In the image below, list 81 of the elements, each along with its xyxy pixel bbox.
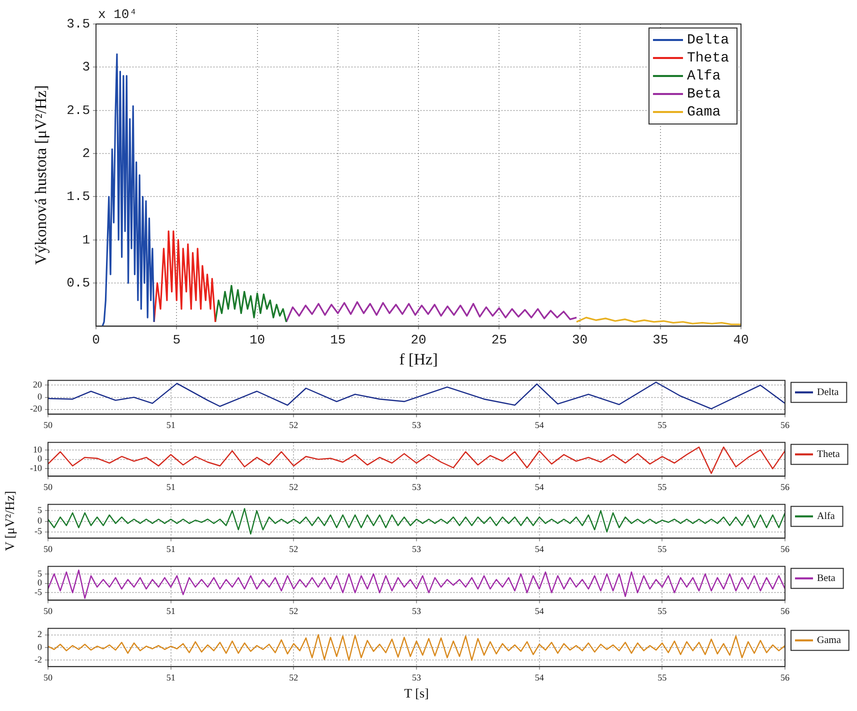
x-tick-label: 25 [491,332,507,348]
x-tick-label: 52 [289,606,298,616]
x-tick-label: 50 [44,544,53,554]
y-tick-label: -20 [30,404,42,414]
x-tick-label: 51 [166,420,176,430]
y-tick-label: 1.5 [66,189,90,204]
y-axis-title: V [μV²/Hz] [2,491,18,552]
x-tick-label: 52 [289,420,298,430]
x-tick-label: 53 [412,482,422,492]
x-tick-label: 55 [658,482,668,492]
x-tick-label: 50 [44,482,53,492]
legend-label: Alfa [686,68,721,85]
y-tick-label: -2 [34,654,42,665]
y-tick-label: 10 [33,444,42,454]
legend-label: Beta [686,86,721,103]
x-tick-label: 52 [289,544,298,554]
x-tick-label: 55 [658,544,668,554]
x-tick-label: 56 [780,482,790,492]
y-tick-label: -5 [34,526,42,536]
x-tick-label: 56 [780,672,790,682]
x-tick-label: 10 [249,332,266,348]
x-tick-label: 15 [330,332,346,348]
x-tick-label: 55 [658,672,668,682]
x-tick-label: 0 [92,332,100,348]
x-tick-label: 53 [412,606,422,616]
legend-label: Alfa [817,511,836,522]
x-tick-label: 53 [412,544,422,554]
legend-label: Delta [817,387,840,398]
x-tick-label: 51 [166,672,176,682]
y-tick-label: 5 [38,568,42,578]
x-tick-label: 5 [172,332,181,348]
y-tick-label: -5 [34,587,42,598]
legend-label: Theta [686,50,730,67]
y-tick-label: 2 [82,146,90,161]
x-tick-label: 50 [44,606,53,616]
y-tick-label: 0 [38,454,42,464]
x-tick-label: 53 [412,672,422,682]
y-tick-label: 0 [38,392,42,402]
legend-label: Beta [817,573,836,584]
x-axis-title: T [s] [404,686,429,701]
x-tick-label: 50 [44,420,53,430]
y-tick-label: 20 [33,380,42,390]
x-tick-label: 54 [534,672,544,682]
x-axis-title: f [Hz] [399,352,438,369]
y-tick-label: 1 [82,232,90,248]
y-tick-label: 5 [38,505,42,516]
x-tick-label: 35 [652,332,668,348]
legend-label: Gama [817,635,842,646]
x-tick-label: 30 [572,332,588,348]
x-tick-label: 40 [733,332,749,348]
x-tick-label: 52 [289,672,298,682]
y-tick-label: 2.5 [66,102,90,118]
y-tick-label: 0 [38,642,42,652]
y-tick-label: 3 [82,60,90,75]
x-tick-label: 54 [534,544,544,554]
x-tick-label: 52 [289,482,298,492]
x-tick-label: 50 [44,672,53,682]
x-tick-label: 56 [780,606,790,616]
x-tick-label: 53 [412,420,422,430]
x-tick-label: 55 [658,606,668,616]
x-tick-label: 51 [166,482,176,492]
x-tick-label: 56 [780,544,790,554]
y-tick-label: 0 [38,516,42,526]
x-tick-label: 51 [166,606,176,616]
x-tick-label: 54 [534,606,544,616]
x-tick-label: 20 [410,332,426,348]
legend-label: Theta [817,449,840,460]
y-tick-label: -10 [30,463,42,474]
legend-label: Delta [686,32,730,49]
text: x 10⁴ [98,6,138,22]
x-tick-label: 55 [658,420,668,430]
x-tick-label: 51 [166,544,176,554]
legend-label: Gama [686,104,721,121]
y-tick-label: 0.5 [66,275,90,290]
y-tick-label: 2 [38,629,42,640]
y-tick-label: 3.5 [66,16,90,32]
y-tick-label: 0 [38,578,42,588]
y-axis-title: Výkonová hustota [μV²/Hz] [33,85,52,265]
x-tick-label: 54 [534,482,544,492]
x-tick-label: 54 [534,420,544,430]
x-tick-label: 56 [780,420,790,430]
